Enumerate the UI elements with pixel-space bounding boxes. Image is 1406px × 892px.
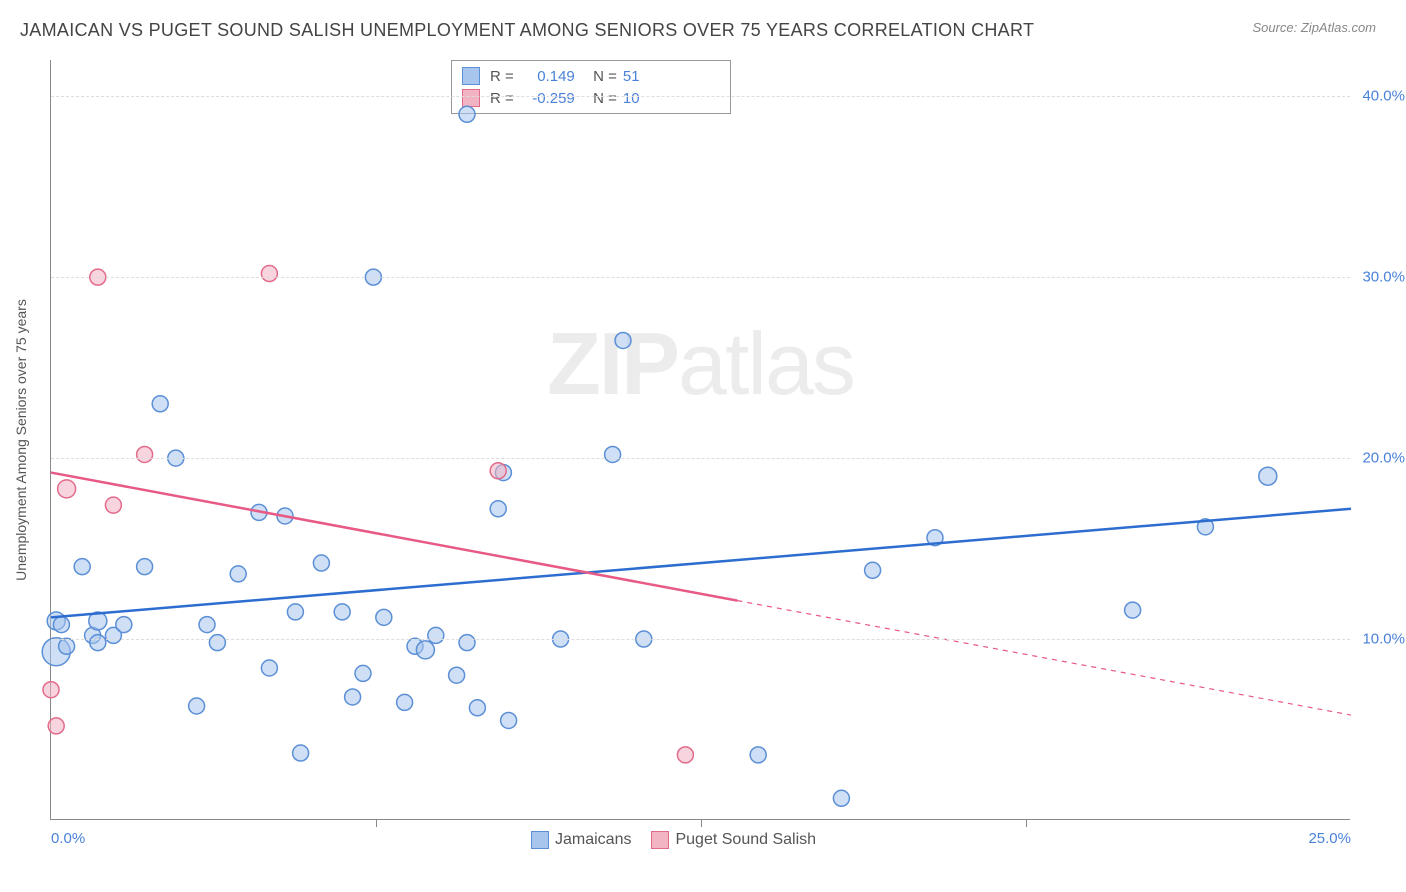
- data-point: [189, 698, 205, 714]
- data-point: [313, 555, 329, 571]
- y-axis-title: Unemployment Among Seniors over 75 years: [13, 299, 29, 581]
- data-point: [137, 559, 153, 575]
- y-tick-label: 30.0%: [1362, 269, 1405, 286]
- y-tick-label: 40.0%: [1362, 88, 1405, 105]
- trend-line: [51, 473, 737, 601]
- data-point: [43, 682, 59, 698]
- data-point: [116, 617, 132, 633]
- series-legend: Jamaicans Puget Sound Salish: [531, 831, 816, 849]
- y-tick-label: 20.0%: [1362, 450, 1405, 467]
- x-tick-label: 25.0%: [1308, 830, 1351, 847]
- legend-item-salish: Puget Sound Salish: [651, 831, 816, 849]
- data-point: [833, 790, 849, 806]
- legend-label-salish: Puget Sound Salish: [675, 831, 816, 849]
- data-point: [490, 501, 506, 517]
- data-point: [334, 604, 350, 620]
- data-point: [48, 718, 64, 734]
- scatter-plot-svg: [51, 60, 1350, 819]
- data-point: [615, 332, 631, 348]
- data-point: [1259, 467, 1277, 485]
- data-point: [459, 106, 475, 122]
- data-point: [199, 617, 215, 633]
- data-point: [293, 745, 309, 761]
- data-point: [865, 562, 881, 578]
- x-tick-label: 0.0%: [51, 830, 85, 847]
- legend-label-jamaicans: Jamaicans: [555, 831, 631, 849]
- swatch-salish-bottom: [651, 831, 669, 849]
- data-point: [209, 635, 225, 651]
- data-point: [416, 641, 434, 659]
- data-point: [750, 747, 766, 763]
- data-point: [345, 689, 361, 705]
- source-attribution: Source: ZipAtlas.com: [1252, 20, 1376, 35]
- data-point: [376, 609, 392, 625]
- data-point: [428, 627, 444, 643]
- data-point: [397, 694, 413, 710]
- swatch-jamaicans-bottom: [531, 831, 549, 849]
- data-point: [58, 480, 76, 498]
- trend-line: [51, 509, 1351, 618]
- data-point: [261, 660, 277, 676]
- data-point: [74, 559, 90, 575]
- data-point: [449, 667, 465, 683]
- data-point: [137, 446, 153, 462]
- chart-plot-area: Unemployment Among Seniors over 75 years…: [50, 60, 1350, 820]
- y-tick-label: 10.0%: [1362, 631, 1405, 648]
- chart-title: JAMAICAN VS PUGET SOUND SALISH UNEMPLOYM…: [20, 20, 1034, 41]
- data-point: [59, 638, 75, 654]
- data-point: [469, 700, 485, 716]
- data-point: [459, 635, 475, 651]
- data-point: [152, 396, 168, 412]
- data-point: [53, 617, 69, 633]
- data-point: [1125, 602, 1141, 618]
- data-point: [230, 566, 246, 582]
- data-point: [677, 747, 693, 763]
- data-point: [105, 497, 121, 513]
- trend-line-extrapolated: [737, 601, 1351, 715]
- data-point: [90, 635, 106, 651]
- data-point: [501, 712, 517, 728]
- data-point: [287, 604, 303, 620]
- data-point: [490, 463, 506, 479]
- data-point: [355, 665, 371, 681]
- data-point: [261, 266, 277, 282]
- data-point: [605, 446, 621, 462]
- legend-item-jamaicans: Jamaicans: [531, 831, 631, 849]
